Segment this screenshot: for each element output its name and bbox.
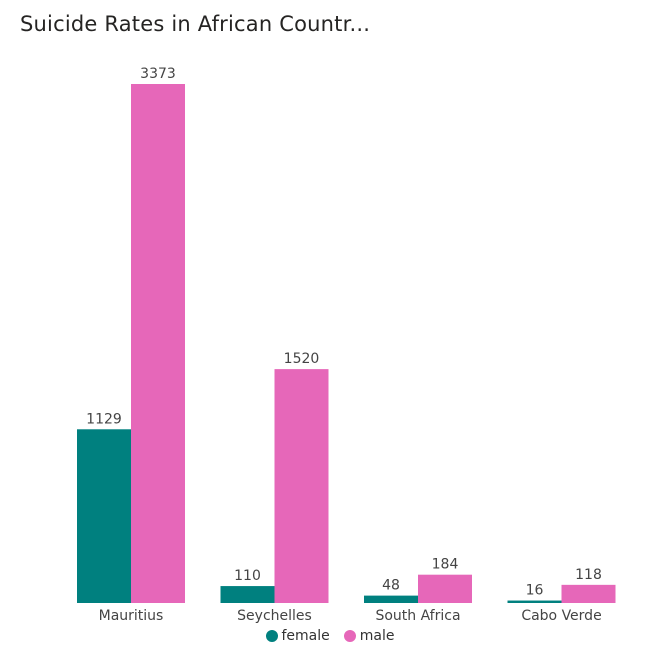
chart-title: Suicide Rates in African Countr...	[20, 12, 371, 36]
data-label-seychelles-male: 1520	[284, 351, 320, 367]
legend-label-male: male	[359, 628, 395, 644]
legend-swatch-female	[265, 630, 278, 642]
legend-label-female: female	[281, 628, 330, 644]
data-label-south-africa-female: 48	[382, 578, 400, 594]
data-label-seychelles-female: 110	[234, 568, 261, 584]
x-tick-label-south-africa: South Africa	[375, 608, 460, 624]
bar-seychelles-female[interactable]	[220, 586, 275, 603]
x-tick-label-mauritius: Mauritius	[99, 608, 164, 624]
bar-mauritius-male[interactable]	[131, 84, 185, 603]
data-label-mauritius-male: 3373	[140, 66, 176, 82]
legend-swatch-male	[343, 630, 356, 642]
bar-south-africa-female[interactable]	[364, 595, 418, 603]
data-label-cabo-verde-female: 16	[526, 583, 544, 599]
bar-south-africa-male[interactable]	[418, 574, 472, 603]
legend: female male	[0, 628, 660, 644]
bar-mauritius-female[interactable]	[77, 429, 131, 603]
x-tick-label-seychelles: Seychelles	[237, 608, 312, 624]
bar-seychelles-male[interactable]	[274, 369, 329, 603]
legend-item-male[interactable]: male	[343, 628, 395, 644]
x-tick-label-cabo-verde: Cabo Verde	[521, 608, 601, 624]
bar-cabo-verde-male[interactable]	[561, 584, 616, 603]
legend-item-female[interactable]: female	[265, 628, 330, 644]
bar-cabo-verde-female[interactable]	[507, 600, 562, 603]
data-label-mauritius-female: 1129	[86, 411, 122, 427]
data-label-cabo-verde-male: 118	[575, 567, 602, 583]
data-label-south-africa-male: 184	[432, 557, 459, 573]
